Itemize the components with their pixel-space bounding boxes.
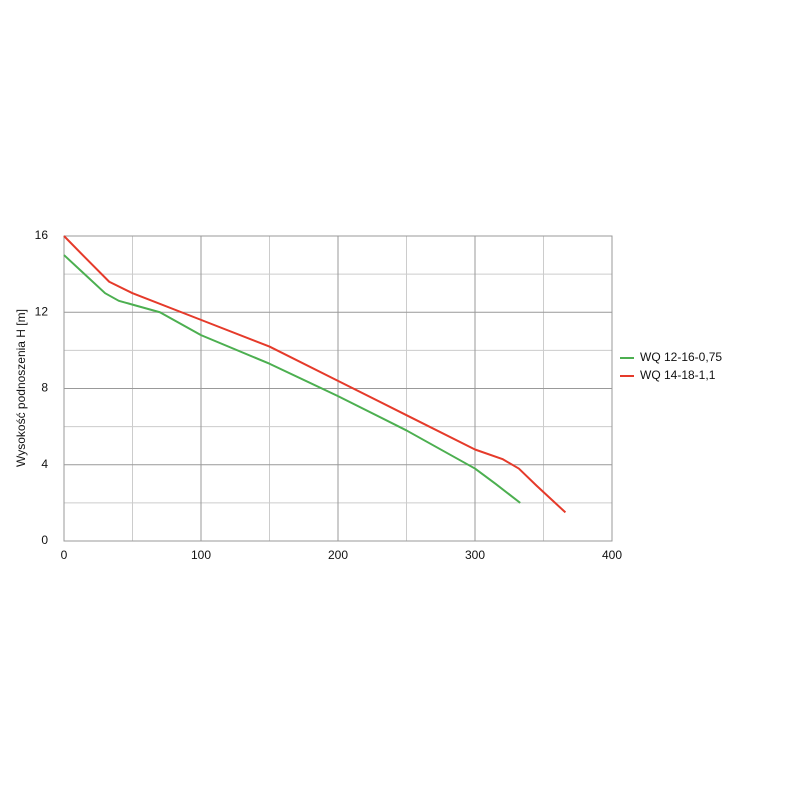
x-tick-label: 400 <box>602 548 622 562</box>
line-series <box>63 254 521 504</box>
legend-label: WQ 12-16-0,75 <box>640 350 722 364</box>
x-tick-label: 200 <box>328 548 348 562</box>
legend-label: WQ 14-18-1,1 <box>640 368 716 382</box>
plot-frame <box>63 235 613 542</box>
y-tick-label: 16 <box>35 228 49 242</box>
y-tick-label: 12 <box>35 304 49 318</box>
x-tick-label: 100 <box>191 548 211 562</box>
x-tick-label: 0 <box>61 548 68 562</box>
y-tick-label: 4 <box>41 457 48 471</box>
y-tick-label: 8 <box>41 381 48 395</box>
y-tick-label: 0 <box>41 533 48 547</box>
x-tick-label: 300 <box>465 548 485 562</box>
y-axis-label: Wysokość podnoszenia H [m] <box>14 309 28 467</box>
line-series <box>63 235 567 514</box>
